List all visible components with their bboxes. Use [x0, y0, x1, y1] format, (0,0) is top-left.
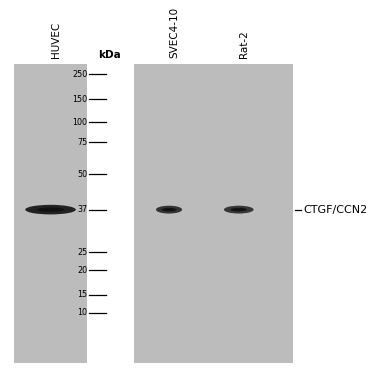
- Ellipse shape: [156, 206, 182, 213]
- Ellipse shape: [231, 208, 247, 212]
- Ellipse shape: [224, 206, 254, 213]
- Text: 25: 25: [77, 248, 87, 257]
- Text: 10: 10: [77, 308, 87, 317]
- Text: 50: 50: [77, 170, 87, 178]
- Bar: [134, 64, 293, 363]
- Ellipse shape: [37, 207, 64, 212]
- Ellipse shape: [162, 208, 176, 212]
- Text: 100: 100: [72, 118, 87, 127]
- Text: kDa: kDa: [98, 50, 121, 60]
- Text: 75: 75: [77, 138, 87, 147]
- Text: 37: 37: [77, 205, 87, 214]
- Text: 20: 20: [77, 266, 87, 274]
- Text: CTGF/CCN2: CTGF/CCN2: [303, 205, 368, 214]
- Ellipse shape: [25, 205, 76, 214]
- Text: Rat-2: Rat-2: [239, 31, 249, 58]
- Bar: [14, 64, 87, 363]
- Text: 150: 150: [72, 95, 87, 104]
- Text: 250: 250: [72, 70, 87, 79]
- Text: HUVEC: HUVEC: [51, 22, 60, 58]
- Text: SVEC4-10: SVEC4-10: [169, 8, 179, 59]
- Text: 15: 15: [77, 291, 87, 300]
